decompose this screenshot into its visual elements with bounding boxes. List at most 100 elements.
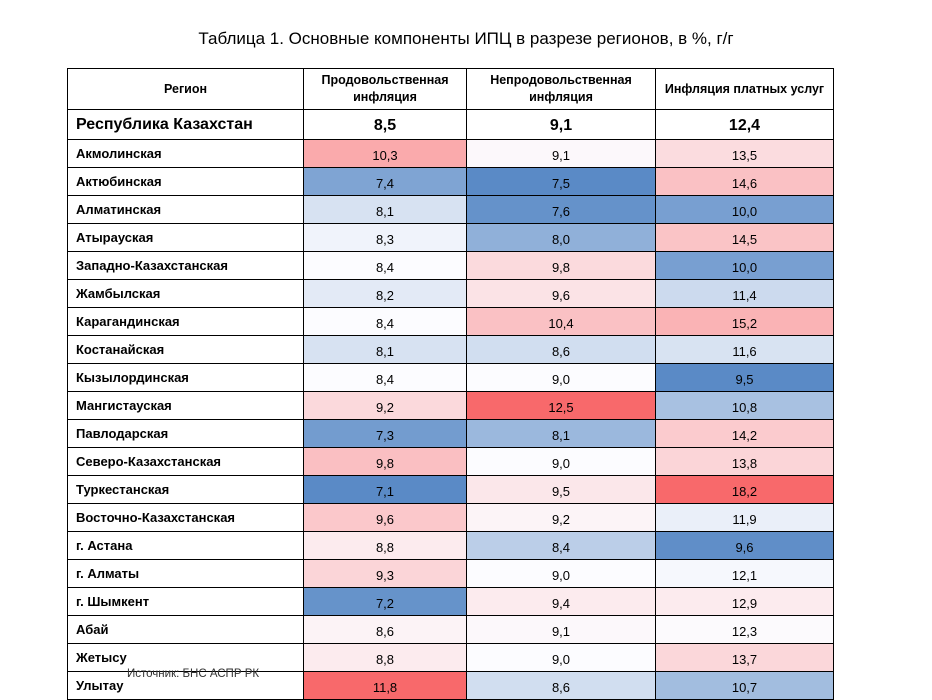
table-row: Костанайская 8,1 8,6 11,6 — [67, 335, 834, 364]
nonfood-value: 9,0 — [466, 559, 656, 588]
region-name: Павлодарская — [67, 419, 304, 448]
region-name: Атырауская — [67, 223, 304, 252]
services-value: 12,4 — [655, 109, 834, 140]
services-value: 12,3 — [655, 615, 834, 644]
table-row: г. Алматы 9,3 9,0 12,1 — [67, 559, 834, 588]
nonfood-value: 9,8 — [466, 251, 656, 280]
nonfood-value: 10,4 — [466, 307, 656, 336]
nonfood-value: 9,1 — [466, 615, 656, 644]
region-name: Карагандинская — [67, 307, 304, 336]
region-name: Северо-Казахстанская — [67, 447, 304, 476]
region-name: Жетысу — [67, 643, 304, 672]
services-value: 10,0 — [655, 251, 834, 280]
header-region: Регион — [67, 68, 304, 110]
region-name: Мангистауская — [67, 391, 304, 420]
region-name: г. Алматы — [67, 559, 304, 588]
table-row: Жамбылская 8,2 9,6 11,4 — [67, 279, 834, 308]
services-value: 10,7 — [655, 671, 834, 700]
nonfood-value: 9,4 — [466, 587, 656, 616]
food-value: 9,2 — [303, 391, 467, 420]
nonfood-value: 8,6 — [466, 671, 656, 700]
nonfood-value: 9,5 — [466, 475, 656, 504]
nonfood-value: 8,0 — [466, 223, 656, 252]
services-value: 18,2 — [655, 475, 834, 504]
table-row: Туркестанская 7,1 9,5 18,2 — [67, 475, 834, 504]
table-row: Акмолинская 10,3 9,1 13,5 — [67, 139, 834, 168]
nonfood-value: 9,2 — [466, 503, 656, 532]
nonfood-value: 9,6 — [466, 279, 656, 308]
services-value: 11,4 — [655, 279, 834, 308]
region-name: Актюбинская — [67, 167, 304, 196]
food-value: 7,4 — [303, 167, 467, 196]
region-name: Костанайская — [67, 335, 304, 364]
table-row: Карагандинская 8,4 10,4 15,2 — [67, 307, 834, 336]
table-row: Павлодарская 7,3 8,1 14,2 — [67, 419, 834, 448]
table-row: Западно-Казахстанская 8,4 9,8 10,0 — [67, 251, 834, 280]
header-food: Продовольственная инфляция — [303, 68, 467, 110]
nonfood-value: 9,0 — [466, 643, 656, 672]
food-value: 7,1 — [303, 475, 467, 504]
services-value: 9,6 — [655, 531, 834, 560]
nonfood-value: 12,5 — [466, 391, 656, 420]
table-title: Таблица 1. Основные компоненты ИПЦ в раз… — [198, 29, 734, 48]
table-row: Кызылординская 8,4 9,0 9,5 — [67, 363, 834, 392]
food-value: 8,4 — [303, 363, 467, 392]
food-value: 9,6 — [303, 503, 467, 532]
food-value: 10,3 — [303, 139, 467, 168]
table-row: Атырауская 8,3 8,0 14,5 — [67, 223, 834, 252]
region-name: г. Астана — [67, 531, 304, 560]
region-name: Акмолинская — [67, 139, 304, 168]
food-value: 8,4 — [303, 251, 467, 280]
nonfood-value: 7,5 — [466, 167, 656, 196]
services-value: 11,9 — [655, 503, 834, 532]
services-value: 10,8 — [655, 391, 834, 420]
region-name: Республика Казахстан — [67, 109, 304, 140]
table-row: Восточно-Казахстанская 9,6 9,2 11,9 — [67, 503, 834, 532]
nonfood-value: 8,1 — [466, 419, 656, 448]
nonfood-value: 8,6 — [466, 335, 656, 364]
region-name: Восточно-Казахстанская — [67, 503, 304, 532]
services-value: 14,6 — [655, 167, 834, 196]
region-name: Туркестанская — [67, 475, 304, 504]
food-value: 9,3 — [303, 559, 467, 588]
food-value: 8,1 — [303, 335, 467, 364]
food-value: 8,2 — [303, 279, 467, 308]
header-nonfood: Непродовольственная инфляция — [466, 68, 656, 110]
services-value: 13,7 — [655, 643, 834, 672]
region-name: Западно-Казахстанская — [67, 251, 304, 280]
nonfood-value: 8,4 — [466, 531, 656, 560]
nonfood-value: 7,6 — [466, 195, 656, 224]
table-row: Актюбинская 7,4 7,5 14,6 — [67, 167, 834, 196]
header-row: Регион Продовольственная инфляция Непрод… — [67, 68, 834, 110]
food-value: 7,2 — [303, 587, 467, 616]
region-name: Алматинская — [67, 195, 304, 224]
table-row: г. Шымкент 7,2 9,4 12,9 — [67, 587, 834, 616]
table-row: Мангистауская 9,2 12,5 10,8 — [67, 391, 834, 420]
food-value: 8,3 — [303, 223, 467, 252]
food-value: 8,4 — [303, 307, 467, 336]
services-value: 13,5 — [655, 139, 834, 168]
nonfood-value: 9,0 — [466, 447, 656, 476]
services-value: 12,1 — [655, 559, 834, 588]
services-value: 15,2 — [655, 307, 834, 336]
food-value: 8,6 — [303, 615, 467, 644]
services-value: 14,5 — [655, 223, 834, 252]
table-row: Абай 8,6 9,1 12,3 — [67, 615, 834, 644]
services-value: 11,6 — [655, 335, 834, 364]
nonfood-value: 9,1 — [466, 109, 656, 140]
header-services: Инфляция платных услуг — [655, 68, 834, 110]
food-value: 9,8 — [303, 447, 467, 476]
region-name: Жамбылская — [67, 279, 304, 308]
table-row: Жетысу 8,8 9,0 13,7 — [67, 643, 834, 672]
services-value: 14,2 — [655, 419, 834, 448]
table-row: Северо-Казахстанская 9,8 9,0 13,8 — [67, 447, 834, 476]
services-value: 12,9 — [655, 587, 834, 616]
services-value: 9,5 — [655, 363, 834, 392]
source-note: Источник: БНС АСПР РК — [127, 668, 260, 680]
services-value: 13,8 — [655, 447, 834, 476]
region-name: Кызылординская — [67, 363, 304, 392]
nonfood-value: 9,0 — [466, 363, 656, 392]
cpi-regions-table: Регион Продовольственная инфляция Непрод… — [67, 68, 834, 700]
table-row: Алматинская 8,1 7,6 10,0 — [67, 195, 834, 224]
food-value: 11,8 — [303, 671, 467, 700]
